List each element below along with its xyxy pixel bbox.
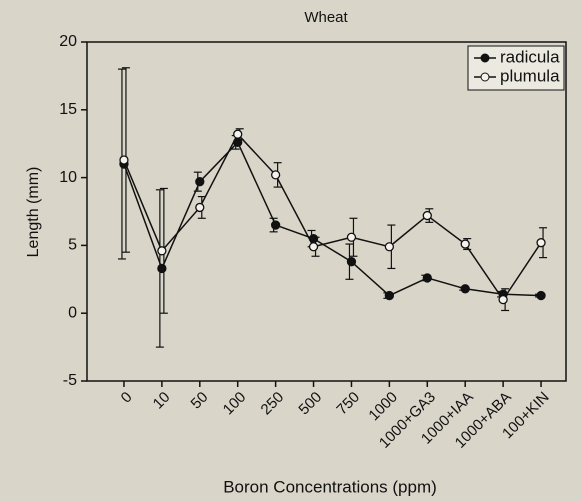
- chart-title: Wheat: [304, 9, 348, 26]
- data-point: [460, 239, 470, 249]
- y-tick-label: 20: [59, 33, 77, 50]
- data-point: [157, 263, 167, 274]
- y-tick-label: 5: [68, 237, 77, 254]
- legend-label: plumula: [500, 66, 560, 85]
- y-tick-label: 10: [59, 169, 77, 186]
- data-point: [384, 242, 395, 252]
- data-point: [119, 155, 129, 165]
- y-tick-label: 0: [68, 304, 77, 321]
- y-tick-label: -5: [63, 372, 77, 389]
- series-line: [123, 141, 542, 297]
- legend-marker: [480, 53, 490, 63]
- legend-label: radicula: [500, 47, 560, 66]
- data-point: [346, 232, 357, 242]
- data-point: [346, 257, 357, 267]
- x-axis-label: Boron Concentrations (ppm): [223, 477, 437, 496]
- y-tick-label: 15: [59, 101, 77, 118]
- data-point: [460, 284, 470, 294]
- legend-marker: [480, 72, 490, 82]
- data-point: [233, 129, 243, 139]
- data-point: [422, 273, 432, 283]
- y-axis-label: Length (mm): [25, 167, 42, 258]
- data-point: [195, 177, 205, 187]
- data-point: [195, 202, 205, 213]
- data-point: [498, 294, 508, 305]
- plot-frame: [86, 41, 567, 382]
- legend-box: [467, 45, 565, 91]
- data-point: [536, 238, 546, 248]
- data-point: [384, 290, 395, 301]
- data-point: [270, 170, 281, 180]
- data-point: [422, 210, 432, 221]
- data-point: [157, 246, 167, 256]
- data-point: [308, 242, 319, 252]
- series-line: [123, 132, 542, 301]
- data-point: [536, 290, 546, 301]
- data-point: [270, 220, 281, 230]
